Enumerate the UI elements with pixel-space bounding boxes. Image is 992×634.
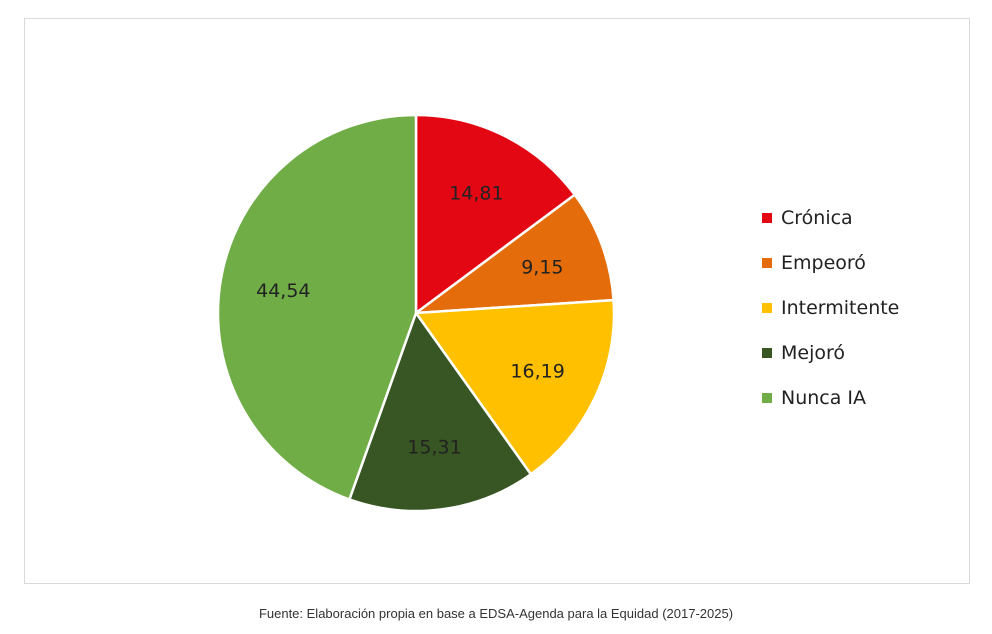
legend-item: Crónica [762, 195, 899, 240]
data-label: 15,31 [407, 436, 461, 458]
data-label: 44,54 [256, 280, 310, 302]
legend-item: Intermitente [762, 285, 899, 330]
legend-label: Intermitente [781, 296, 900, 319]
legend-label: Crónica [781, 206, 853, 229]
legend-swatch [762, 302, 772, 313]
data-label: 14,81 [449, 183, 503, 205]
pie-slice-4 [216, 113, 418, 502]
chart-frame [24, 18, 970, 584]
data-label: 16,19 [510, 361, 564, 383]
legend-swatch [762, 347, 772, 358]
legend-swatch [762, 212, 772, 223]
pie-slice-1 [411, 192, 615, 315]
legend-label: Empeoró [781, 251, 866, 274]
pie-chart: 14,81 9,15 16,19 15,31 44,54 [216, 113, 616, 513]
legend-label: Mejoró [781, 341, 846, 364]
legend-item: Mejoró [762, 330, 899, 375]
legend-swatch [762, 257, 772, 268]
legend-label: Nunca IA [781, 386, 867, 409]
legend-item: Nunca IA [762, 375, 899, 420]
pie-slice-3 [347, 310, 533, 513]
pie-slice-0 [414, 113, 577, 316]
chart-legend: Crónica Empeoró Intermitente Mejoró Nunca IA [762, 195, 899, 420]
source-note: Fuente: Elaboración propia en base a EDS… [258, 606, 734, 621]
pie-slice-2 [413, 298, 616, 477]
legend-item: Empeoró [762, 240, 899, 285]
legend-swatch [762, 392, 772, 403]
data-label: 9,15 [521, 256, 563, 278]
